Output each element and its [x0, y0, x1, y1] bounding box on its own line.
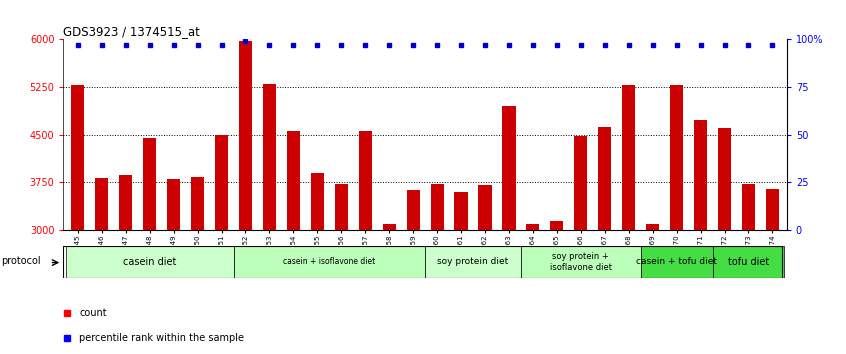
- Text: casein + isoflavone diet: casein + isoflavone diet: [283, 257, 376, 267]
- Bar: [598, 127, 612, 354]
- Bar: [335, 184, 348, 354]
- Text: casein + tofu diet: casein + tofu diet: [636, 257, 717, 267]
- Bar: [310, 173, 324, 354]
- Bar: [143, 138, 157, 354]
- Text: GDS3923 / 1374515_at: GDS3923 / 1374515_at: [63, 25, 201, 38]
- Bar: [239, 41, 252, 354]
- Bar: [742, 184, 755, 354]
- Bar: [574, 136, 587, 354]
- Bar: [71, 85, 85, 354]
- FancyBboxPatch shape: [233, 246, 425, 278]
- Bar: [407, 190, 420, 354]
- Bar: [550, 221, 563, 354]
- Bar: [478, 185, 492, 354]
- Bar: [503, 107, 515, 354]
- Text: percentile rank within the sample: percentile rank within the sample: [80, 333, 244, 343]
- Bar: [215, 135, 228, 354]
- Bar: [167, 179, 180, 354]
- FancyBboxPatch shape: [640, 246, 712, 278]
- Bar: [622, 85, 635, 354]
- Bar: [119, 175, 132, 354]
- FancyBboxPatch shape: [712, 246, 784, 278]
- Text: casein diet: casein diet: [123, 257, 176, 267]
- Bar: [359, 131, 372, 354]
- Text: tofu diet: tofu diet: [728, 257, 769, 267]
- Bar: [718, 128, 731, 354]
- Text: soy protein diet: soy protein diet: [437, 257, 508, 267]
- FancyBboxPatch shape: [425, 246, 521, 278]
- Bar: [431, 184, 443, 354]
- Text: protocol: protocol: [1, 256, 41, 266]
- Text: soy protein +
isoflavone diet: soy protein + isoflavone diet: [550, 252, 612, 272]
- Bar: [287, 131, 300, 354]
- FancyBboxPatch shape: [521, 246, 640, 278]
- Bar: [646, 224, 659, 354]
- Bar: [263, 84, 276, 354]
- Bar: [694, 120, 707, 354]
- Bar: [454, 192, 468, 354]
- Bar: [766, 189, 779, 354]
- Bar: [382, 224, 396, 354]
- Bar: [670, 85, 684, 354]
- Bar: [96, 178, 108, 354]
- Text: count: count: [80, 308, 107, 318]
- Bar: [526, 224, 540, 354]
- Bar: [191, 177, 204, 354]
- FancyBboxPatch shape: [66, 246, 233, 278]
